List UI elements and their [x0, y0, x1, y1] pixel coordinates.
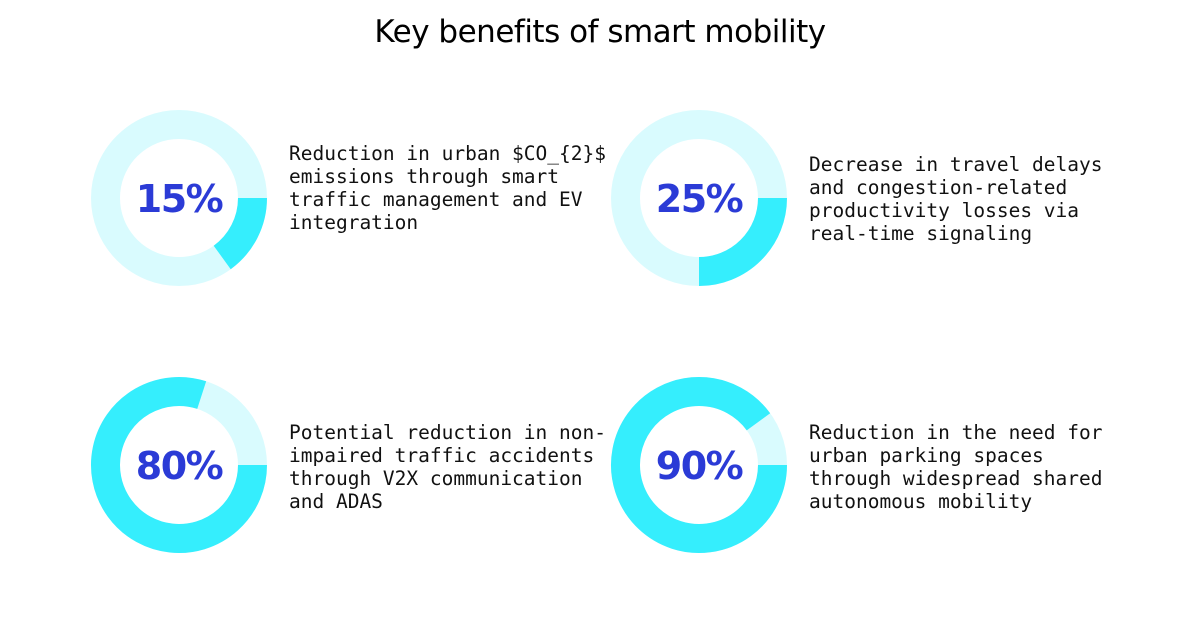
benefit-card-co2: 15% Reduction in urban $CO_{2}$ emission…: [91, 110, 651, 290]
donut-chart-co2: 15%: [91, 110, 267, 286]
benefit-description: Reduction in the need for urban parking …: [809, 421, 1103, 513]
donut-percent-label: 15%: [136, 177, 223, 221]
chart-title: Key benefits of smart mobility: [374, 14, 826, 50]
donut-arc: [91, 377, 267, 553]
donut-percent-label: 25%: [656, 177, 743, 221]
donut-chart-parking: 90%: [611, 377, 787, 553]
benefit-description: Potential reduction in non-impaired traf…: [289, 421, 606, 513]
donut-chart-travel-delays: 25%: [611, 110, 787, 286]
benefit-description: Decrease in travel delays and congestion…: [809, 153, 1103, 245]
donut-arc: [698, 197, 787, 286]
benefit-card-travel-delays: 25% Decrease in travel delays and conges…: [611, 110, 1171, 290]
donut-arc: [213, 197, 267, 270]
donut-chart-accidents: 80%: [91, 377, 267, 553]
benefit-description: Reduction in urban $CO_{2}$ emissions th…: [289, 142, 606, 234]
benefit-card-parking: 90% Reduction in the need for urban park…: [611, 377, 1171, 557]
donut-percent-label: 90%: [656, 444, 743, 488]
donut-arc: [611, 377, 787, 553]
benefit-card-accidents: 80% Potential reduction in non-impaired …: [91, 377, 651, 557]
donut-percent-label: 80%: [136, 444, 223, 488]
